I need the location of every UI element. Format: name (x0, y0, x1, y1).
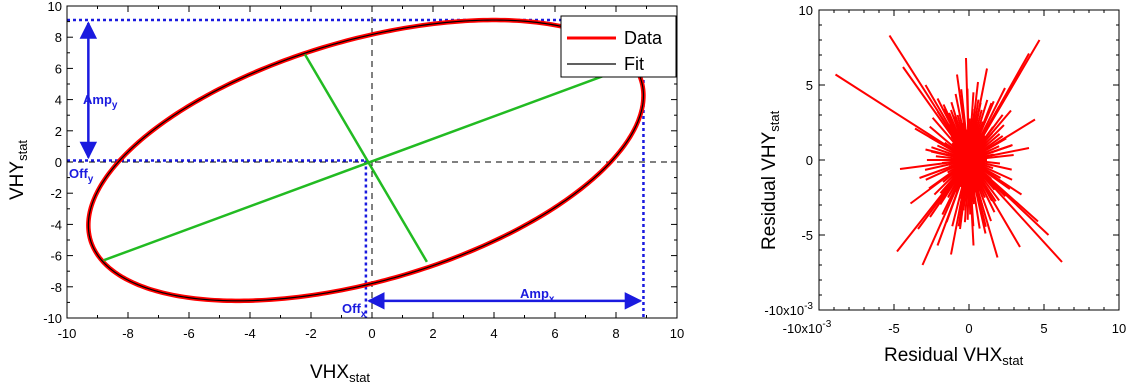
main-x-tick-label: 10 (670, 326, 684, 341)
main-x-tick-label: -2 (305, 326, 317, 341)
residual-x-exponent: -3 (822, 319, 831, 330)
main-y-tick-label: -8 (50, 280, 62, 295)
legend-data-label: Data (624, 28, 663, 48)
main-x-tick-label: 2 (429, 326, 436, 341)
amp-y-label: Ampy (83, 92, 118, 111)
residual-y-axis-title: Residual VHYstat (759, 110, 782, 250)
main-x-tick-label: 0 (368, 326, 375, 341)
ellipse-minor-axis (303, 53, 428, 263)
main-chart: -10 -8 -6 -4 -2 0 2 4 6 8 10 -10 -8 -6 -4 -2 0 2 4 6 8 10 Am… (7, 0, 684, 385)
main-y-tick-label: -6 (50, 249, 62, 264)
ellipse-major-axis (103, 65, 629, 262)
main-x-tick-label: 8 (612, 326, 619, 341)
main-y-tick-label: 2 (55, 124, 62, 139)
main-y-tick-label: 6 (55, 61, 62, 76)
off-x-label: Offx (342, 301, 367, 320)
legend-box (560, 15, 677, 78)
main-y-tick-label: -10 (43, 311, 62, 326)
residual-y-tick-label: -5 (801, 228, 813, 243)
main-x-tick-label: 6 (551, 326, 558, 341)
residual-y-exponent: -3 (804, 301, 813, 312)
residual-x-tick-label: -5 (888, 321, 900, 336)
main-y-ticks: -10 -8 -6 -4 -2 0 2 4 6 8 10 (43, 0, 677, 326)
main-y-tick-label: 0 (55, 155, 62, 170)
residual-core-spoke (968, 159, 1001, 165)
residual-y-ticks: -10x10-3 -5 0 5 10 (764, 3, 1119, 318)
residual-chart: -10x10-3 -5 0 5 10 -10x10-3 -5 0 5 10 Residual V… (759, 3, 1126, 368)
main-guides (67, 18, 645, 318)
main-y-tick-label: -2 (50, 186, 62, 201)
residual-x-tick-label: -10x10-3 (783, 319, 832, 336)
main-legend: Data Fit (560, 15, 677, 78)
main-y-tick-label: -4 (50, 217, 62, 232)
residual-x-ticks: -10x10-3 -5 0 5 10 (783, 10, 1126, 336)
main-x-tick-label: 4 (490, 326, 497, 341)
main-y-axis-title: VHYstat (7, 140, 30, 200)
residual-y-tick-label: 5 (806, 78, 813, 93)
off-y-label: Offy (69, 166, 94, 185)
residual-x-tick-label: 10 (1112, 321, 1126, 336)
main-y-tick-label: 4 (55, 93, 62, 108)
main-x-tick-label: -8 (122, 326, 134, 341)
main-x-ticks: -10 -8 -6 -4 -2 0 2 4 6 8 10 (58, 6, 684, 341)
residual-x-tick-label: 5 (1040, 321, 1047, 336)
residual-y-tick-label: 0 (806, 153, 813, 168)
residual-y-tick-label: -10x10-3 (764, 301, 813, 318)
residual-y-tick-label: 10 (799, 3, 813, 18)
residual-spokes (834, 34, 1063, 266)
main-x-tick-label: -6 (183, 326, 195, 341)
main-arrows (79, 21, 643, 310)
amp-x-label: Ampx (520, 286, 555, 305)
fit-ellipse (87, 19, 645, 302)
legend-fit-label: Fit (624, 54, 644, 74)
residual-x-tick-label: 0 (965, 321, 972, 336)
main-y-tick-label: 8 (55, 30, 62, 45)
main-x-tick-label: -10 (58, 326, 77, 341)
main-x-tick-label: -4 (244, 326, 256, 341)
residual-point (834, 73, 970, 161)
main-y-tick-label: 10 (48, 0, 62, 14)
residual-x-axis-title: Residual VHXstat (884, 345, 1024, 368)
main-x-axis-title: VHXstat (310, 362, 370, 385)
